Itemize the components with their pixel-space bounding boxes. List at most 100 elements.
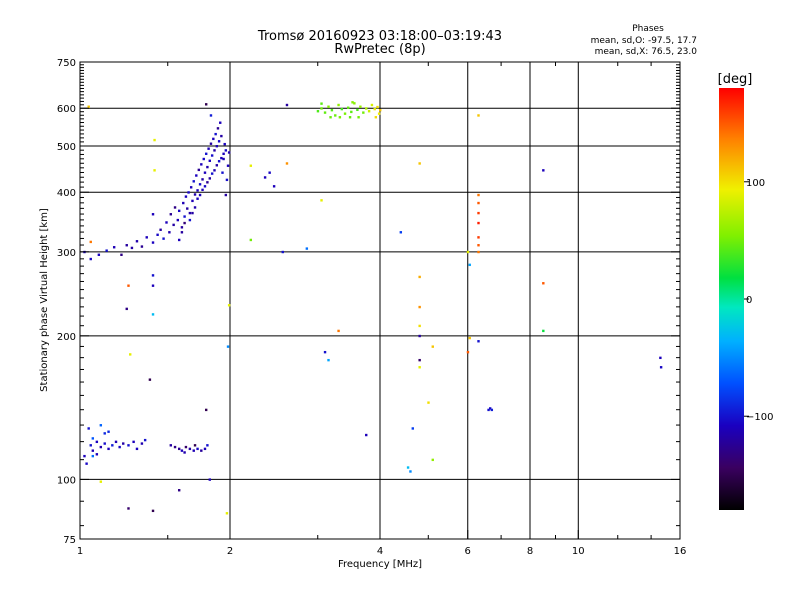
data-point-118	[320, 107, 323, 110]
data-point-29	[196, 447, 199, 451]
data-point-89	[221, 171, 224, 174]
x-tick-label-4: 4	[377, 546, 383, 557]
data-point-93	[225, 178, 229, 182]
data-point-26	[184, 445, 188, 449]
data-point-53	[173, 206, 177, 209]
data-point-65	[192, 180, 195, 183]
data-point-125	[343, 112, 347, 115]
data-point-79	[209, 142, 213, 145]
data-point-191	[151, 509, 155, 513]
data-point-21	[95, 453, 99, 456]
data-point-130	[359, 105, 362, 108]
data-point-128	[353, 102, 356, 105]
data-point-215	[427, 401, 430, 404]
data-point-158	[418, 358, 421, 362]
data-point-85	[216, 127, 220, 130]
y-tick-label-300: 300	[57, 248, 76, 259]
data-point-98	[180, 231, 184, 234]
data-point-200	[249, 164, 253, 167]
data-point-117	[316, 110, 320, 113]
data-point-176	[542, 329, 545, 333]
data-point-62	[188, 211, 192, 215]
data-point-42	[135, 240, 139, 243]
data-point-95	[227, 151, 231, 154]
data-point-63	[189, 186, 193, 189]
data-point-150	[477, 236, 480, 239]
data-point-6	[103, 442, 106, 445]
data-point-32	[183, 451, 186, 454]
data-point-217	[91, 454, 95, 458]
data-point-140	[329, 116, 332, 119]
data-point-157	[418, 334, 421, 338]
data-point-48	[162, 237, 165, 240]
data-point-67	[195, 174, 198, 177]
data-point-207	[285, 103, 289, 107]
data-point-99	[183, 221, 186, 225]
stats-title: Phases	[632, 24, 664, 34]
stats-o-line: mean, sd,O: -97.5, 17.7	[591, 36, 697, 46]
data-point-2	[89, 444, 92, 447]
data-point-106	[213, 169, 216, 172]
data-point-192	[177, 489, 181, 492]
data-point-196	[208, 478, 211, 481]
data-point-47	[159, 228, 162, 231]
data-point-162	[406, 466, 410, 469]
x-tick-labels: 1 2 4 6 8 10 16	[77, 546, 687, 557]
data-point-84	[215, 144, 219, 148]
data-point-101	[188, 218, 192, 222]
data-point-154	[418, 275, 421, 279]
data-point-61	[187, 191, 190, 194]
data-point-183	[129, 353, 132, 356]
data-point-152	[477, 250, 480, 254]
data-point-107	[217, 160, 221, 163]
chart-subtitle: RwPretec (8p)	[334, 42, 425, 57]
data-point-127	[350, 110, 353, 114]
data-point-59	[184, 195, 188, 198]
data-point-153	[418, 162, 421, 165]
y-tick-label-400: 400	[57, 188, 76, 199]
data-point-184	[151, 213, 155, 216]
data-point-149	[477, 221, 480, 225]
data-point-186	[151, 274, 155, 277]
y-tick-label-500: 500	[57, 142, 76, 153]
data-point-111	[201, 188, 204, 192]
data-point-178	[659, 366, 663, 369]
y-axis-label: Stationary phase Virtual Height [km]	[39, 208, 50, 392]
y-tick-label-100: 100	[57, 475, 76, 486]
data-point-185	[151, 284, 155, 287]
data-point-159	[418, 366, 421, 369]
colorbar-tick-label-1: 0	[746, 295, 752, 306]
data-point-209	[320, 199, 323, 202]
data-point-73	[202, 157, 205, 161]
data-point-24	[177, 447, 181, 451]
data-point-109	[191, 211, 194, 215]
stats-x-line: mean, sd,X: 76.5, 23.0	[595, 47, 698, 57]
data-point-194	[204, 408, 208, 412]
data-point-16	[143, 438, 147, 442]
data-point-5	[99, 445, 103, 449]
data-point-90	[222, 157, 225, 161]
data-point-208	[305, 247, 309, 250]
data-point-8	[111, 444, 114, 447]
data-point-44	[145, 236, 148, 239]
x-tick-label-6: 6	[465, 546, 471, 557]
data-point-180	[89, 240, 92, 244]
data-point-170	[477, 114, 480, 117]
axis-ticks	[79, 61, 681, 540]
y-tick-labels: 75 100 200 300 400 500 600 750	[57, 58, 76, 546]
data-point-100	[177, 238, 181, 242]
data-point-216	[99, 480, 103, 483]
y-tick-label-75: 75	[63, 535, 76, 546]
data-point-147	[477, 201, 480, 205]
data-point-37	[105, 249, 108, 252]
data-point-143	[357, 116, 360, 119]
colorbar-ticks: 100 0 −100	[744, 178, 773, 423]
data-point-145	[351, 101, 354, 104]
data-point-177	[659, 356, 662, 360]
data-point-203	[268, 171, 271, 174]
data-point-12	[127, 444, 130, 447]
data-point-30	[200, 449, 203, 452]
data-point-163	[431, 458, 434, 462]
y-tick-label-200: 200	[57, 332, 76, 343]
